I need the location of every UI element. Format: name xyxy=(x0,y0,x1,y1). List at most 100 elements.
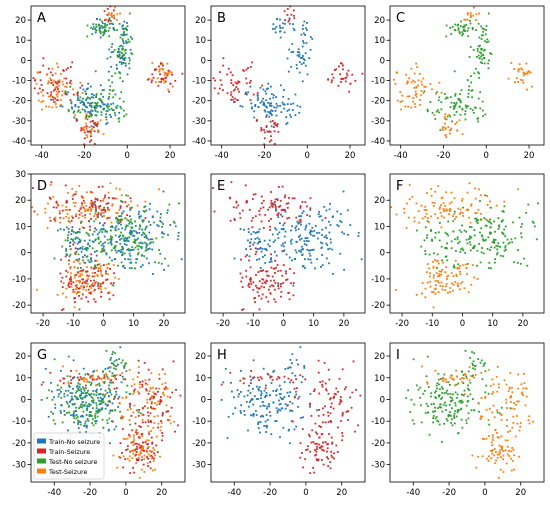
point xyxy=(308,57,311,59)
point xyxy=(113,14,116,17)
point xyxy=(448,114,451,116)
point xyxy=(92,96,95,99)
point xyxy=(514,81,516,84)
point xyxy=(139,451,142,454)
point xyxy=(324,405,326,408)
point xyxy=(152,76,155,79)
point xyxy=(99,31,102,33)
point xyxy=(89,114,92,116)
point xyxy=(110,357,112,359)
point xyxy=(440,101,443,104)
point xyxy=(51,81,54,84)
point xyxy=(487,459,490,462)
point xyxy=(144,441,147,443)
point xyxy=(481,34,483,37)
point xyxy=(329,420,332,422)
point xyxy=(481,235,484,238)
point xyxy=(440,92,443,94)
point xyxy=(111,43,114,45)
point xyxy=(84,248,86,250)
point xyxy=(441,392,444,394)
point xyxy=(441,259,443,262)
point xyxy=(432,274,435,277)
point xyxy=(84,396,86,399)
point xyxy=(129,472,132,474)
point xyxy=(513,261,515,264)
point xyxy=(480,52,483,55)
point xyxy=(56,389,59,391)
point xyxy=(118,215,120,218)
point xyxy=(460,231,463,233)
point xyxy=(529,71,532,74)
point xyxy=(118,208,121,211)
point xyxy=(166,209,169,212)
point xyxy=(456,236,459,239)
point xyxy=(62,308,65,311)
x-tick-label: 20 xyxy=(345,151,356,161)
x-tick-label: 20 xyxy=(515,488,526,498)
point xyxy=(277,216,280,218)
point xyxy=(137,459,139,462)
point xyxy=(48,105,50,108)
point xyxy=(307,240,310,243)
point xyxy=(81,293,84,296)
point xyxy=(68,208,71,211)
point xyxy=(274,420,277,423)
point xyxy=(232,206,235,209)
point xyxy=(446,275,449,278)
point xyxy=(521,223,523,225)
point xyxy=(224,367,227,370)
point xyxy=(91,191,94,194)
point xyxy=(260,397,262,400)
point xyxy=(96,411,99,414)
point xyxy=(91,127,94,130)
point xyxy=(137,248,140,251)
point xyxy=(81,101,84,104)
point xyxy=(342,64,344,67)
point xyxy=(115,212,118,214)
point xyxy=(520,232,522,235)
point xyxy=(317,459,319,462)
point xyxy=(306,448,309,451)
point xyxy=(503,200,506,203)
point xyxy=(477,45,480,48)
point xyxy=(160,81,162,83)
point xyxy=(269,285,271,288)
point xyxy=(111,109,114,111)
point xyxy=(94,422,97,425)
point xyxy=(151,441,154,444)
point xyxy=(269,102,271,105)
point xyxy=(136,442,138,445)
point xyxy=(101,231,104,233)
point xyxy=(522,394,524,397)
point xyxy=(497,217,500,219)
point xyxy=(63,392,66,395)
point xyxy=(434,259,436,261)
point xyxy=(464,30,467,32)
point xyxy=(240,391,242,393)
point xyxy=(157,225,160,228)
point xyxy=(259,415,262,418)
point xyxy=(438,395,440,398)
point xyxy=(252,193,255,196)
point xyxy=(167,410,170,412)
point xyxy=(327,414,330,417)
point xyxy=(435,397,437,399)
point xyxy=(236,99,239,102)
point xyxy=(213,210,216,213)
point xyxy=(100,211,103,214)
point xyxy=(65,77,67,80)
point xyxy=(103,249,106,251)
point xyxy=(111,225,113,228)
point xyxy=(265,270,267,273)
point xyxy=(76,376,79,379)
point xyxy=(440,108,443,111)
point xyxy=(286,14,289,16)
point xyxy=(357,424,359,427)
point xyxy=(446,389,448,392)
panel-label: A xyxy=(37,11,46,26)
point xyxy=(84,216,86,219)
point xyxy=(477,358,480,360)
point xyxy=(430,230,432,232)
point xyxy=(115,197,118,200)
